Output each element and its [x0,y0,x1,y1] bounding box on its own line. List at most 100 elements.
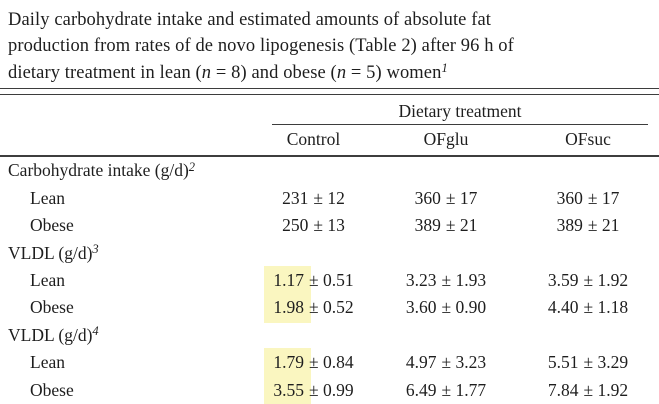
caption-text: = 5) women [346,62,442,83]
cell-value: 250 [282,215,309,236]
cell-value: 389 [556,215,583,236]
section-row-vldl-4: VLDL (g/d)4 [0,322,659,349]
data-cell: 389 ± 21 [375,215,517,236]
cell-uncertainty: ± 0.51 [309,269,354,290]
column-header-row: Control OFglu OFsuc [0,125,659,156]
section-footnote-marker: 2 [188,159,196,174]
cell-uncertainty: ± 17 [587,187,620,208]
cell-value: 231 [282,187,309,208]
table-row-carb-lean: Lean 231 ± 12 360 ± 17 360 ± 17 [0,185,659,212]
data-cell: 389 ± 21 [517,215,659,236]
section-label-text: VLDL (g/d) [8,324,93,345]
cell-uncertainty: ± 0.84 [309,352,354,373]
table-row-vldl3-lean: Lean 1.17 ± 0.51 3.23 ± 1.93 3.59 ± 1.92 [0,265,659,296]
table-row-vldl4-lean: Lean 1.79 ± 0.84 4.97 ± 3.23 5.51 ± 3.29 [0,348,659,379]
data-cell: 360 ± 17 [517,188,659,209]
cell-uncertainty: ± 3.23 [441,352,487,373]
group-header: Dietary treatment [272,95,648,125]
table-row-vldl3-obese: Obese 1.98 ± 0.52 3.60 ± 0.90 4.40 ± 1.18 [0,293,659,324]
group-header-row: Dietary treatment [0,95,659,125]
section-row-vldl-3: VLDL (g/d)3 [0,239,659,266]
cell-value: 7.84 [547,379,579,400]
cell-uncertainty: ± 17 [445,187,478,208]
cell-value: 4.97 [405,352,437,373]
section-row-carbohydrate-intake: Carbohydrate intake (g/d)2 [0,157,659,184]
table-caption: Daily carbohydrate intake and estimated … [0,0,659,86]
section-label-text: Carbohydrate intake (g/d) [8,160,189,181]
cell-value: 1.98 [264,293,311,324]
data-cell: 3.59 ± 1.92 [517,270,659,291]
cell-value: 3.59 [547,269,579,290]
cell-value: 1.79 [264,348,311,379]
data-cell: 3.55 ± 0.99 [252,375,375,404]
row-label-lean: Lean [30,187,65,208]
data-cell: 1.17 ± 0.51 [252,265,375,296]
cell-uncertainty: ± 1.92 [583,379,629,400]
caption-line-3: dietary treatment in lean (n = 8) and ob… [8,60,649,86]
row-label-lean: Lean [30,352,65,373]
data-cell: 231 ± 12 [252,188,375,209]
cell-value: 3.55 [264,375,311,404]
cell-uncertainty: ± 0.90 [441,297,487,318]
section-footnote-marker: 3 [92,241,99,256]
data-cell: 250 ± 13 [252,215,375,236]
data-cell: 4.97 ± 3.23 [375,352,517,373]
cell-uncertainty: ± 0.99 [309,379,354,400]
cell-value: 360 [414,187,441,208]
data-cell: 6.49 ± 1.77 [375,380,517,401]
data-cell: 1.79 ± 0.84 [252,348,375,379]
group-header-spacer [0,95,252,125]
section-label: VLDL (g/d)4 [0,325,252,346]
section-label-text: VLDL (g/d) [8,242,93,263]
data-cell: 360 ± 17 [375,188,517,209]
row-label-lean: Lean [30,269,65,290]
caption-n-lean: n [201,62,212,83]
caption-text: dietary treatment in lean ( [8,62,202,83]
caption-footnote-marker: 1 [441,61,448,76]
caption-line-2: production from rates of de novo lipogen… [8,36,514,57]
caption-text: = 8) and obese ( [211,62,337,83]
cell-uncertainty: ± 3.29 [583,352,629,373]
caption-line-1: Daily carbohydrate intake and estimated … [8,10,492,30]
header-bottom-rule [0,155,659,158]
column-header-ofglu: OFglu [423,129,469,150]
cell-uncertainty: ± 21 [587,215,620,236]
data-cell: 1.98 ± 0.52 [252,293,375,324]
cell-value: 3.23 [405,269,437,290]
caption-n-obese: n [336,62,347,83]
cell-value: 6.49 [405,379,437,400]
data-cell: 4.40 ± 1.18 [517,297,659,318]
table-row-vldl4-obese: Obese 3.55 ± 0.99 6.49 ± 1.77 7.84 ± 1.92 [0,375,659,404]
cell-value: 389 [414,215,441,236]
cell-uncertainty: ± 21 [445,215,478,236]
cell-uncertainty: ± 1.18 [583,297,629,318]
table-body: Carbohydrate intake (g/d)2 Lean 231 ± 12 … [0,157,659,404]
cell-uncertainty: ± 0.52 [309,297,354,318]
cell-value: 3.60 [405,297,437,318]
column-header-control: Control [286,129,341,150]
cell-value: 5.51 [547,352,579,373]
table-row-carb-obese: Obese 250 ± 13 389 ± 21 389 ± 21 [0,212,659,239]
cell-uncertainty: ± 12 [313,187,345,208]
cell-value: 4.40 [547,297,579,318]
row-label-obese: Obese [30,297,74,318]
section-label: VLDL (g/d)3 [0,243,252,264]
data-cell: 3.60 ± 0.90 [375,297,517,318]
cell-value: 1.17 [264,265,311,296]
row-label-obese: Obese [30,215,74,236]
data-cell: 7.84 ± 1.92 [517,380,659,401]
section-footnote-marker: 4 [92,324,99,339]
cell-value: 360 [556,187,583,208]
cell-uncertainty: ± 1.77 [441,379,487,400]
data-cell: 5.51 ± 3.29 [517,352,659,373]
cell-uncertainty: ± 13 [313,215,345,236]
data-cell: 3.23 ± 1.93 [375,270,517,291]
cell-uncertainty: ± 1.92 [583,269,629,290]
table-top-double-rule [0,88,659,95]
group-header-label: Dietary treatment [398,100,522,121]
column-header-ofsuc: OFsuc [565,129,611,150]
row-label-obese: Obese [30,379,74,400]
cell-uncertainty: ± 1.93 [441,269,487,290]
section-label: Carbohydrate intake (g/d)2 [0,160,252,181]
